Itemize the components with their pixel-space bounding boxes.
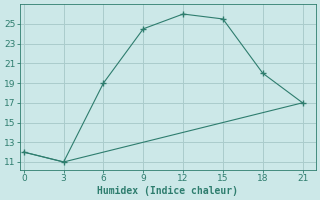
X-axis label: Humidex (Indice chaleur): Humidex (Indice chaleur) bbox=[97, 186, 238, 196]
